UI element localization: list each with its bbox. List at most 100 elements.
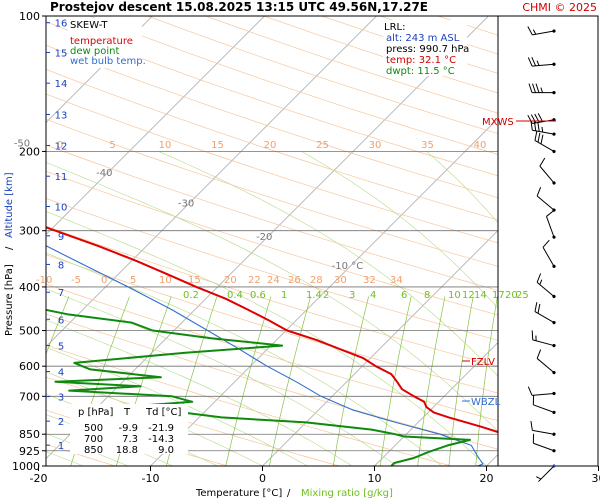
wind-barbs	[527, 26, 556, 482]
wind-barb-flag	[535, 83, 540, 93]
mixing-ratio-label: 8	[424, 290, 430, 301]
mixing-ratio-label: 4	[370, 290, 376, 301]
mixing-ratio-label: 3	[349, 290, 355, 301]
dry-adiabat-label: 40	[474, 140, 487, 151]
dry-adiabat-label: 30	[334, 275, 347, 286]
x-tick-label: 20	[480, 472, 494, 485]
mxws-label: MXWS	[482, 117, 514, 128]
wind-barb-half-flag	[541, 126, 544, 133]
dry-adiabat-label: 0	[57, 140, 63, 151]
dry-adiabat-line	[495, 16, 498, 18]
isotherm-line	[46, 16, 265, 235]
mixing-ratio-line	[448, 296, 474, 466]
wind-barb-flag	[532, 433, 535, 444]
dry-adiabat-line	[46, 198, 498, 341]
wind-barb	[534, 302, 556, 325]
isotherm-line	[374, 342, 498, 466]
dry-adiabat-label: 26	[288, 275, 301, 286]
wind-barb	[527, 56, 556, 67]
isotherm-label: -40	[96, 168, 112, 179]
wind-barb-staff	[533, 442, 555, 452]
mixing-ratio-line	[269, 296, 312, 466]
altitude-tick-label: 3	[58, 393, 64, 404]
altitude-tick-label: 15	[55, 48, 68, 59]
wind-barb-flag	[530, 120, 533, 131]
isotherm-line	[46, 16, 153, 123]
isotherm-line	[486, 454, 498, 466]
mixing-ratio-label: 2	[323, 290, 329, 301]
wind-barb-staff	[532, 129, 555, 135]
table-row-500-p: 500	[84, 423, 103, 434]
isotherm-label: -50	[14, 139, 30, 150]
legend-dewpoint: dew point	[70, 46, 119, 57]
wind-barb-flag	[536, 273, 542, 283]
isotherm-label: -10 °C	[332, 261, 364, 272]
pressure-tick-label: 300	[19, 225, 40, 238]
mixing-ratio-line	[475, 296, 498, 466]
lrl-background	[383, 20, 467, 76]
wind-barb-flag	[527, 57, 533, 67]
wind-barb-half-flag	[536, 476, 542, 480]
wind-panel-frame	[497, 15, 599, 467]
level-table: p [hPa] T Td [°C] 500 -9.9 -21.9 700 7.3…	[70, 404, 188, 456]
mixing-ratio-label: 12	[462, 290, 475, 301]
x-tick-label: -20	[30, 472, 48, 485]
dry-adiabat-label: 35	[421, 140, 434, 151]
dry-adiabat-line	[46, 118, 498, 267]
wind-barb	[528, 83, 556, 95]
wind-barb-staff	[532, 392, 555, 396]
x-axis-title-separator: /	[287, 488, 291, 499]
wind-barb-flag	[532, 83, 536, 93]
mixing-ratio-label: 14	[474, 290, 487, 301]
mixing-ratio-line	[379, 296, 412, 466]
lrl-dwpt: dwpt: 11.5 °C	[386, 66, 455, 77]
pressure-tick-label: 100	[19, 10, 40, 23]
wind-barb	[534, 131, 556, 154]
profiles	[46, 226, 498, 466]
table-row-850-td: 9.0	[158, 445, 174, 456]
dewpoint-line	[46, 308, 471, 466]
legend: SKEW-T temperature dew point wet bulb te…	[68, 18, 146, 68]
table-header-td: Td [°C]	[145, 407, 182, 418]
dry-adiabat-label: 0	[101, 275, 107, 286]
altitude-tick-label: 5	[58, 342, 64, 353]
dry-adiabat-line	[46, 171, 498, 316]
dry-adiabat-line	[46, 144, 498, 291]
wind-barb	[527, 113, 556, 125]
level-table-background	[70, 404, 188, 454]
wind-barb-half-flag	[540, 87, 543, 93]
wind-barb	[542, 239, 556, 268]
wind-barb-staff	[539, 165, 555, 184]
x-axis-title-mixing: Mixing ratio [g/kg]	[301, 488, 393, 499]
dry-adiabat-label: 24	[267, 275, 280, 286]
wind-barb-half-flag	[535, 335, 537, 341]
wind-barb-flag	[534, 302, 538, 312]
wind-barb	[530, 420, 556, 436]
pressure-tick-label: 400	[19, 281, 40, 294]
wind-barb	[536, 349, 556, 375]
wind-barb-staff	[534, 140, 555, 152]
table-row-850-t: 18.8	[116, 445, 138, 456]
pressure-tick-label: 500	[19, 325, 40, 338]
legend-wetbulb: wet bulb temp.	[70, 56, 146, 67]
mixing-ratio-line	[580, 297, 591, 467]
wind-barb-flag	[537, 113, 544, 122]
wind-barb-staff	[532, 429, 555, 435]
pressure-tick-label: 700	[19, 390, 40, 403]
y-axis-title: Pressure [hPa] / Altitude [km]	[4, 172, 15, 336]
wind-barb-flag	[537, 122, 540, 132]
wind-barb-staff	[534, 311, 555, 323]
table-row-500-t: -9.9	[118, 423, 138, 434]
dry-adiabat-label: 22	[248, 275, 261, 286]
x-axis-title: Temperature [°C] / Mixing ratio [g/kg]	[195, 488, 393, 499]
pressure-tick-label: 600	[19, 360, 40, 373]
moist-adiabat-line	[46, 433, 129, 466]
dry-adiabat-line	[321, 16, 498, 74]
wind-barb-flag	[540, 134, 544, 145]
lrl-press: press: 990.7 hPa	[386, 44, 469, 55]
dry-adiabat-line	[437, 16, 498, 36]
mixing-ratio-label: 1	[281, 290, 287, 301]
mixing-ratio-label: 0.2	[183, 290, 199, 301]
wind-barb	[532, 395, 556, 414]
wind-barb-staff	[538, 465, 555, 482]
